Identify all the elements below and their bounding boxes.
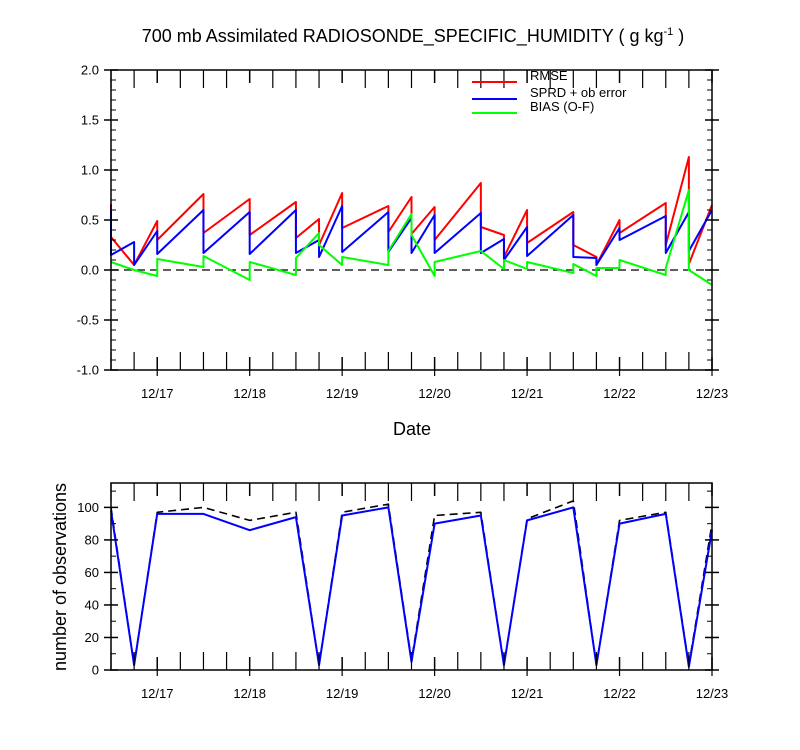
y-tick-label: 2.0 [81,63,99,78]
x-tick-label: 12/18 [233,686,266,701]
y-tick-label: 40 [85,597,99,612]
legend-label: SPRD + ob error [530,85,627,100]
x-tick-label: 12/21 [511,386,544,401]
y-tick-label: -0.5 [77,313,99,328]
legend-label: BIAS (O-F) [530,99,594,114]
y-axis-title-observations: number of observations [50,483,70,671]
y-tick-label: 0 [92,663,99,678]
x-tick-label: 12/17 [141,386,174,401]
x-tick-label: 12/22 [603,686,636,701]
y-tick-label: -1.0 [77,363,99,378]
x-tick-label: 12/18 [233,386,266,401]
series-line-bias-o-f [110,189,713,286]
y-tick-label: 20 [85,630,99,645]
x-tick-label: 12/21 [511,686,544,701]
x-tick-label: 12/20 [418,686,451,701]
y-tick-label: 0.0 [81,263,99,278]
y-tick-label: 1.5 [81,113,99,128]
y-tick-label: 60 [85,565,99,580]
x-tick-label: 12/19 [326,686,359,701]
x-tick-label: 12/17 [141,686,174,701]
y-tick-label: 80 [85,532,99,547]
x-tick-label: 12/19 [326,386,359,401]
series-line-assimilated-observations [110,506,713,668]
x-tick-label: 12/23 [696,386,729,401]
top-chart-panel: 700 mb Assimilated RADIOSONDE_SPECIFIC_H… [77,26,729,439]
x-tick-label: 12/22 [603,386,636,401]
chart-title: 700 mb Assimilated RADIOSONDE_SPECIFIC_H… [142,26,685,47]
y-tick-label: 1.0 [81,163,99,178]
x-tick-label: 12/23 [696,686,729,701]
y-tick-label: 100 [77,500,99,515]
series-line-rmse [110,156,713,266]
legend-label: RMSE [530,68,568,83]
series-line-possible-observations [110,500,713,666]
bottom-plot-frame [110,482,713,671]
series-line-sprd-ob-error [110,205,713,266]
top-plot-frame [110,69,713,371]
y-tick-label: 0.5 [81,213,99,228]
bottom-chart-panel: 12/17 12/18 12/19 12/20 12/21 12/22 12/23 0 20 40… [50,482,729,701]
x-axis-title: Date [393,419,431,439]
x-tick-label: 12/20 [418,386,451,401]
